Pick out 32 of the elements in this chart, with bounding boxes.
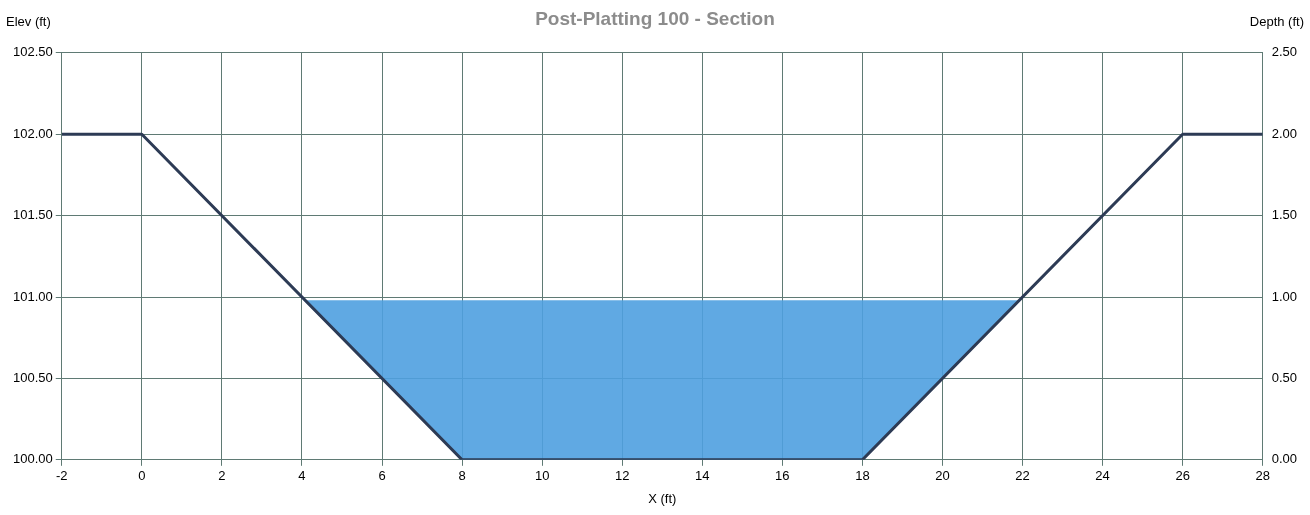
x-tick-label: 12 bbox=[614, 468, 630, 484]
x-tick-label: 10 bbox=[534, 468, 550, 484]
y-axis-title: Elev (ft) bbox=[6, 14, 51, 30]
x-tick-label: 16 bbox=[775, 468, 790, 484]
x-tick-label: -2 bbox=[55, 468, 68, 484]
x-tick-label: 6 bbox=[378, 468, 386, 484]
y2-axis-title: Depth (ft) bbox=[1249, 14, 1304, 30]
x-tick-label: 20 bbox=[935, 468, 950, 484]
y2-tick-label: 0.00 bbox=[1271, 451, 1298, 467]
y-tick-label: 100.50 bbox=[13, 369, 53, 385]
y-tick-label: 100.00 bbox=[13, 451, 53, 467]
x-tick-label: 26 bbox=[1175, 468, 1190, 484]
x-tick-label: 28 bbox=[1255, 468, 1270, 484]
x-tick-label: 4 bbox=[298, 468, 306, 484]
y2-tick-label: 1.50 bbox=[1271, 207, 1298, 223]
y2-tick-label: 2.00 bbox=[1271, 125, 1298, 141]
x-tick-label: 18 bbox=[855, 468, 870, 484]
y-tick-label: 102.00 bbox=[13, 125, 53, 141]
x-tick-label: 14 bbox=[695, 468, 710, 484]
x-axis-title: X (ft) bbox=[648, 490, 677, 506]
x-tick-label: 22 bbox=[1015, 468, 1030, 484]
y2-tick-label: 1.00 bbox=[1271, 288, 1298, 304]
chart-title: Post-Platting 100 - Section bbox=[535, 7, 775, 29]
x-tick-label: 24 bbox=[1095, 468, 1110, 484]
y2-tick-label: 0.50 bbox=[1271, 369, 1298, 385]
y-tick-label: 101.00 bbox=[13, 288, 53, 304]
y2-tick-label: 2.50 bbox=[1271, 44, 1298, 60]
y-tick-label: 101.50 bbox=[13, 207, 53, 223]
x-tick-label: 0 bbox=[138, 468, 146, 484]
x-tick-label: 8 bbox=[458, 468, 466, 484]
x-tick-label: 2 bbox=[218, 468, 226, 484]
y-tick-label: 102.50 bbox=[13, 44, 53, 60]
